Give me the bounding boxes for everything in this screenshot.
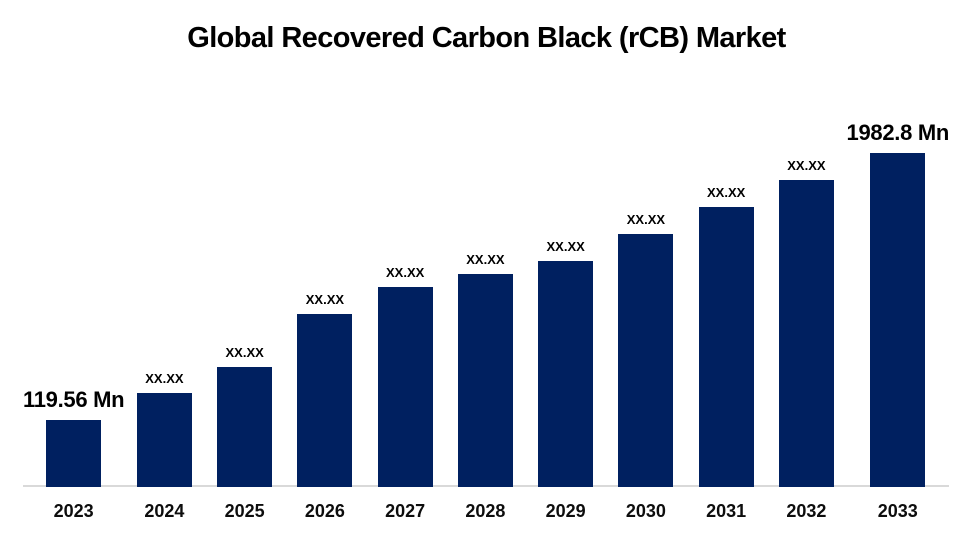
bar — [297, 314, 353, 487]
x-tick-label: 2026 — [304, 501, 345, 521]
bar-value-label: XX.XX — [305, 291, 345, 307]
bar — [377, 287, 433, 487]
bar-value-label: XX.XX — [787, 157, 826, 173]
bar — [136, 393, 192, 487]
bar-column: XX.XX 2027 — [365, 0, 445, 521]
x-tick-label: 2029 — [545, 501, 586, 521]
bar — [870, 153, 926, 487]
bar — [698, 207, 754, 487]
bar-value-label: XX.XX — [385, 264, 425, 280]
chart-title: Global Recovered Carbon Black (rCB) Mark… — [187, 22, 786, 54]
x-tick-label: 2033 — [877, 501, 918, 521]
bar-value-label: XX.XX — [546, 238, 585, 254]
bar — [778, 180, 834, 487]
x-tick-label: 2031 — [706, 501, 747, 521]
bar-value-label: XX.XX — [225, 344, 264, 360]
x-tick-label: 2023 — [53, 501, 94, 521]
bar-column: XX.XX 2025 — [205, 0, 285, 521]
x-tick-label: 2032 — [786, 501, 827, 521]
bar-column: XX.XX 2030 — [606, 0, 686, 521]
bar — [217, 367, 273, 487]
bar-value-label: XX.XX — [466, 251, 505, 267]
bar — [457, 274, 513, 487]
bar-value-label: XX.XX — [706, 184, 746, 200]
bar-column: XX.XX 2026 — [285, 0, 365, 521]
bar-column: 119.56 Mn 2023 — [23, 0, 125, 521]
bar — [618, 234, 674, 487]
plot-area: 119.56 Mn 2023 XX.XX 2024 XX.XX 2025 XX.XX 2026… — [23, 0, 950, 521]
x-tick-label: 2027 — [385, 501, 426, 521]
bar-column: XX.XX 2024 — [124, 0, 204, 521]
bar-column: XX.XX 2029 — [526, 0, 606, 521]
x-tick-label: 2030 — [625, 501, 666, 521]
bar — [538, 261, 594, 487]
bar-column: XX.XX 2028 — [445, 0, 525, 521]
bar — [46, 420, 102, 487]
bar-column: XX.XX 2031 — [686, 0, 766, 521]
bar-column: XX.XX 2032 — [766, 0, 846, 521]
bar-value-label: XX.XX — [626, 211, 666, 227]
bar-value-label: 1982.8 Mn — [846, 119, 950, 145]
x-tick-label: 2028 — [465, 501, 506, 521]
x-tick-label: 2024 — [144, 501, 185, 521]
bar-value-label: 119.56 Mn — [23, 386, 125, 412]
bar-value-label: XX.XX — [145, 370, 184, 386]
x-tick-label: 2025 — [224, 501, 265, 521]
bar-series: 119.56 Mn 2023 XX.XX 2024 XX.XX 2025 XX.XX 2026… — [23, 0, 950, 521]
bar-column: 1982.8 Mn 2033 — [846, 0, 950, 521]
